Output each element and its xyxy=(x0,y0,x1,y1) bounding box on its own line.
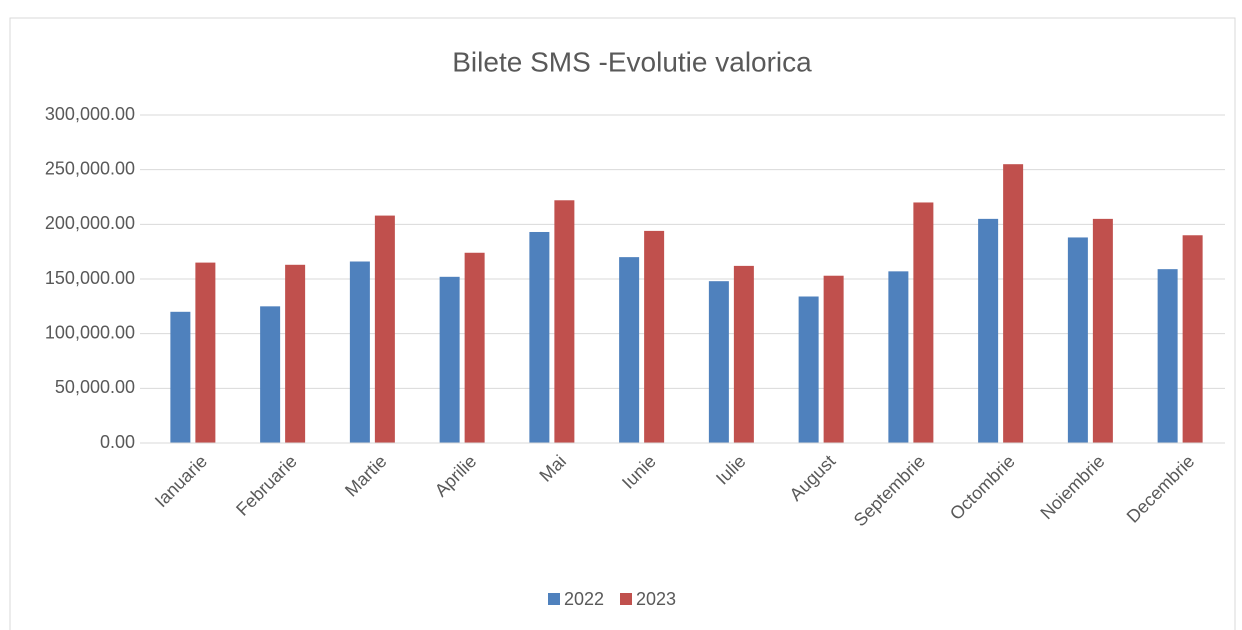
bar xyxy=(285,264,306,443)
bar xyxy=(195,262,216,443)
bar xyxy=(798,296,819,443)
y-tick-label: 150,000.00 xyxy=(45,268,135,288)
bar xyxy=(823,275,844,443)
y-tick-label: 250,000.00 xyxy=(45,158,135,178)
bar xyxy=(374,215,395,443)
bar xyxy=(1003,164,1024,443)
bar xyxy=(1182,235,1203,443)
bar xyxy=(644,230,665,443)
legend-label: 2022 xyxy=(564,589,604,609)
legend-label: 2023 xyxy=(636,589,676,609)
legend-swatch xyxy=(620,593,632,605)
y-tick-label: 50,000.00 xyxy=(55,377,135,397)
bar xyxy=(554,200,575,443)
bar xyxy=(1092,218,1113,443)
bar xyxy=(708,281,729,443)
bar xyxy=(529,231,550,443)
chart-title: Bilete SMS -Evolutie valorica xyxy=(452,46,812,77)
bar xyxy=(464,252,485,443)
bar xyxy=(978,218,999,443)
bar xyxy=(619,257,640,443)
bar xyxy=(913,202,934,443)
y-tick-label: 100,000.00 xyxy=(45,322,135,342)
y-tick-label: 0.00 xyxy=(100,432,135,452)
bar xyxy=(439,276,460,443)
bar xyxy=(1157,269,1178,443)
bar xyxy=(1067,237,1088,443)
bar xyxy=(349,261,370,443)
y-tick-label: 300,000.00 xyxy=(45,104,135,124)
legend-swatch xyxy=(548,593,560,605)
bar xyxy=(733,265,754,443)
bar xyxy=(888,271,909,443)
y-tick-label: 200,000.00 xyxy=(45,213,135,233)
bar xyxy=(260,306,281,443)
bar xyxy=(170,311,191,443)
